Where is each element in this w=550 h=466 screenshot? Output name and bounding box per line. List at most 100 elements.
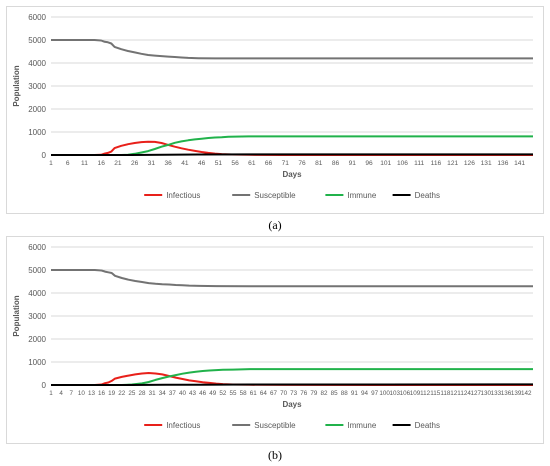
y-tick-label: 4000 [28,289,46,298]
x-tick-label: 88 [341,390,349,397]
x-tick-label: 67 [270,390,278,397]
x-tick-label: 91 [351,390,359,397]
x-tick-label: 118 [440,390,451,397]
legend-label-susceptible: Susceptible [254,421,296,430]
x-tick-label: 136 [497,160,508,167]
x-tick-label: 97 [371,390,379,397]
x-tick-label: 106 [400,390,411,397]
x-tick-label: 100 [379,390,390,397]
x-tick-label: 91 [349,160,357,167]
series-line-infectious [51,372,534,386]
legend-label-deaths: Deaths [415,191,440,200]
x-tick-label: 109 [410,390,421,397]
series-line-immune [51,135,533,156]
x-tick-label: 139 [511,390,522,397]
legend-label-infectious: Infectious [166,421,200,430]
series-line-infectious [51,140,533,156]
legend-label-immune: Immune [347,421,376,430]
x-tick-label: 76 [300,390,308,397]
x-tick-label: 79 [310,390,318,397]
x-tick-label: 28 [138,390,146,397]
series-line-immune [51,368,533,386]
x-tick-label: 141 [514,160,525,167]
y-tick-label: 1000 [28,128,46,137]
x-tick-label: 4 [59,390,63,397]
x-tick-label: 112 [420,390,431,397]
x-tick-label: 116 [431,160,442,167]
x-tick-label: 26 [131,160,139,167]
x-tick-label: 70 [280,390,288,397]
line-chart-b: 0 1000 2000 3000 4000 5000 6000 1 4 7 10 13 16 19 22 25… [12,243,534,430]
x-tick-label: 133 [491,390,502,397]
y-tick-label: 0 [42,151,47,160]
series-line-deaths [51,153,533,156]
x-tick-label: 64 [260,390,268,397]
x-tick-label: 52 [219,390,227,397]
x-tick-label: 25 [128,390,136,397]
x-tick-label: 10 [78,390,86,397]
x-tick-label: 96 [365,160,373,167]
x-tick-label: 51 [215,160,223,167]
x-tick-label: 31 [149,390,157,397]
x-tick-label: 66 [265,160,273,167]
chart-panel-a: 0 1000 2000 3000 4000 5000 6000 1 6 11 16 21 26 31 36 4… [6,6,544,214]
series-line-deaths [51,383,534,386]
x-tick-label: 13 [88,390,96,397]
legend-label-immune: Immune [347,191,376,200]
x-tick-label: 22 [118,390,126,397]
x-tick-label: 34 [159,390,167,397]
series-line-susceptible [51,269,533,288]
y-tick-label: 1000 [28,358,46,367]
y-tick-label: 5000 [28,36,46,45]
x-tick-label: 111 [414,160,424,167]
x-tick-label: 126 [464,160,475,167]
x-tick-label: 127 [470,390,481,397]
x-tick-label: 46 [198,160,206,167]
x-tick-label: 131 [481,160,492,167]
y-tick-label: 4000 [28,59,46,68]
x-tick-label: 31 [148,160,156,167]
x-tick-label: 49 [209,390,217,397]
x-tick-label: 136 [501,390,512,397]
x-tick-label: 1 [49,390,53,397]
x-axis-label: Days [282,170,302,179]
x-tick-label: 21 [114,160,122,167]
x-tick-label: 103 [390,390,401,397]
y-tick-label: 3000 [28,82,46,91]
y-tick-label: 3000 [28,312,46,321]
x-tick-label: 41 [181,160,189,167]
x-tick-label: 81 [315,160,323,167]
x-tick-label: 61 [250,390,258,397]
x-tick-label: 46 [199,390,207,397]
x-tick-label: 6 [66,160,70,167]
x-axis-label: Days [282,400,302,409]
x-tick-label: 19 [108,390,116,397]
x-tick-label: 61 [248,160,256,167]
x-tick-label: 106 [397,160,408,167]
y-tick-label: 0 [42,381,47,390]
x-tick-label: 11 [81,160,88,167]
x-tick-label: 58 [240,390,248,397]
y-tick-label: 2000 [28,335,46,344]
x-tick-label: 7 [69,390,73,397]
caption-b: (b) [268,448,282,462]
x-tick-label: 43 [189,390,197,397]
x-tick-label: 71 [282,160,290,167]
x-tick-label: 94 [361,390,369,397]
x-tick-label: 142 [521,390,532,397]
x-tick-label: 36 [164,160,172,167]
x-tick-label: 73 [290,390,298,397]
y-axis-label: Population [12,295,21,336]
x-tick-label: 76 [298,160,306,167]
y-axis-label: Population [12,65,21,106]
legend-label-deaths: Deaths [415,421,440,430]
y-tick-label: 6000 [28,243,46,252]
x-tick-label: 40 [179,390,187,397]
x-tick-label: 16 [98,160,106,167]
x-tick-label: 121 [447,160,458,167]
x-tick-label: 121 [450,390,461,397]
x-tick-label: 85 [331,390,339,397]
caption-a: (a) [268,218,282,232]
x-tick-label: 130 [481,390,492,397]
